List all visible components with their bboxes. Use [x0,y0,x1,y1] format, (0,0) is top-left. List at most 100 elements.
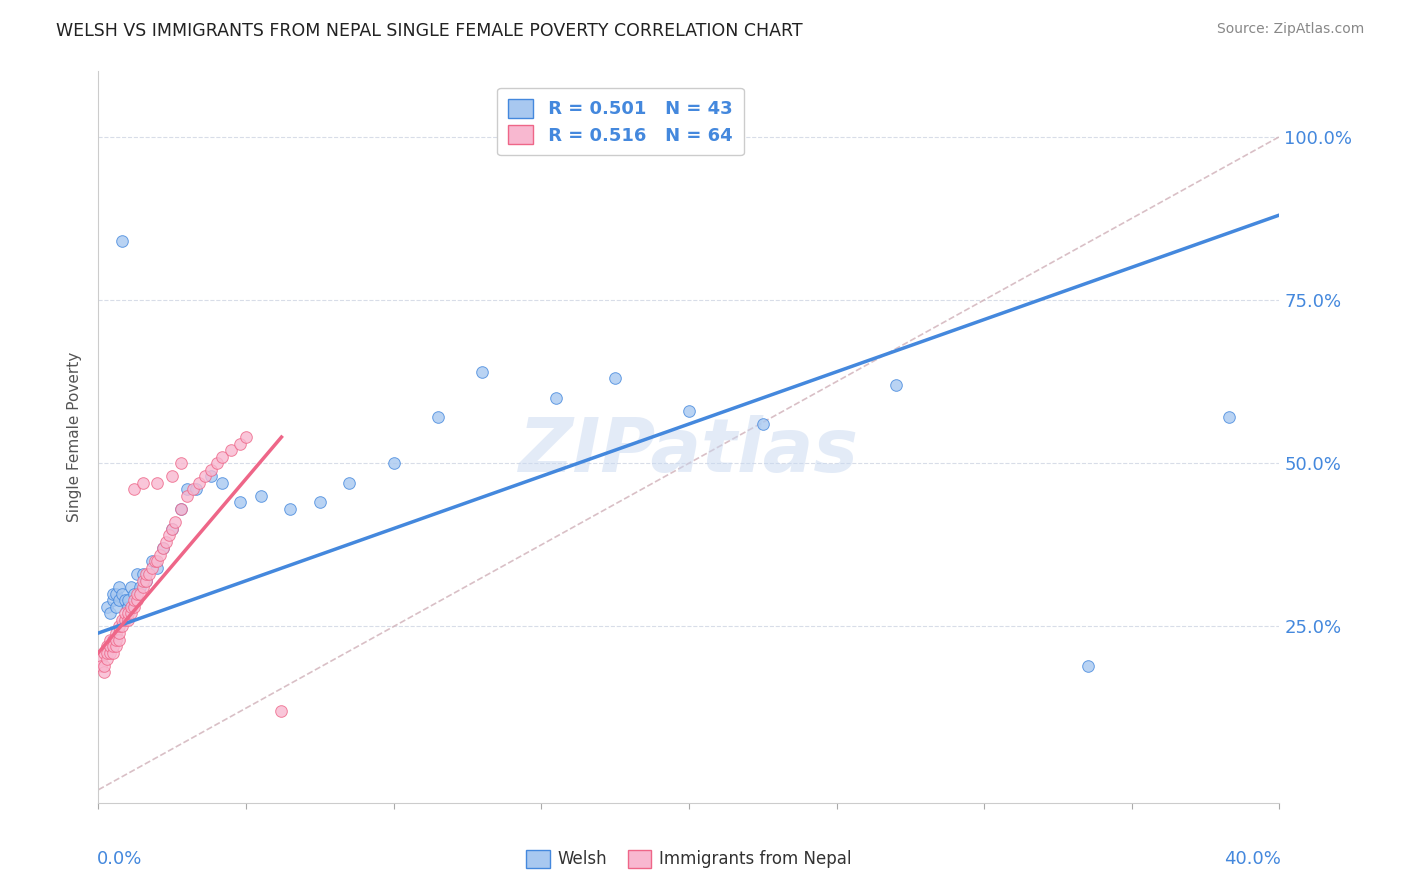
Point [114,613,136,627]
Point [152,541,174,555]
Point [229,495,252,509]
Point [108,593,131,607]
Point [162,469,183,483]
Point [111,613,134,627]
Point [114,593,136,607]
Text: Source: ZipAtlas.com: Source: ZipAtlas.com [1216,22,1364,37]
Point [211,450,233,464]
Point [146,560,169,574]
Point [205,456,228,470]
Point [270,705,292,719]
Point [132,475,155,490]
Point [120,580,142,594]
Point [165,515,187,529]
Point [120,599,142,614]
Point [149,548,172,562]
Point [96,599,118,614]
Point [111,587,134,601]
Point [170,502,193,516]
Point [339,475,361,490]
Point [125,567,148,582]
Point [103,646,125,660]
Point [157,528,180,542]
Point [93,658,115,673]
Point [105,639,128,653]
Point [96,652,118,666]
Point [103,593,125,607]
Point [184,483,207,497]
Point [122,587,145,601]
Point [152,541,174,555]
Point [181,483,204,497]
Point [884,377,907,392]
Point [98,607,121,621]
Y-axis label: Single Female Poverty: Single Female Poverty [67,352,83,522]
Point [105,626,128,640]
Point [122,593,145,607]
Point [162,521,183,535]
Point [141,554,163,568]
Point [229,436,252,450]
Point [117,593,139,607]
Point [117,599,139,614]
Text: 0.0%: 0.0% [97,850,142,868]
Point [200,469,222,483]
Point [128,587,150,601]
Point [105,587,128,601]
Point [235,430,257,444]
Point [103,639,125,653]
Point [98,632,121,647]
Text: 40.0%: 40.0% [1223,850,1281,868]
Point [122,599,145,614]
Point [176,483,198,497]
Point [194,469,217,483]
Point [111,619,134,633]
Point [471,365,494,379]
Point [90,652,112,666]
Point [546,391,568,405]
Text: WELSH VS IMMIGRANTS FROM NEPAL SINGLE FEMALE POVERTY CORRELATION CHART: WELSH VS IMMIGRANTS FROM NEPAL SINGLE FE… [56,22,803,40]
Point [111,234,134,248]
Point [221,443,243,458]
Legend: Welsh, Immigrants from Nepal: Welsh, Immigrants from Nepal [520,843,858,875]
Point [108,619,131,633]
Point [155,534,177,549]
Point [117,607,139,621]
Point [108,626,131,640]
Point [427,410,450,425]
Point [108,580,131,594]
Point [162,521,183,535]
Point [135,574,157,588]
Point [138,567,160,582]
Point [141,560,163,574]
Point [105,632,128,647]
Point [90,658,112,673]
Point [132,580,155,594]
Point [143,554,166,568]
Point [132,574,155,588]
Point [117,613,139,627]
Point [96,646,118,660]
Point [309,495,332,509]
Point [128,580,150,594]
Point [103,632,125,647]
Point [752,417,775,431]
Point [135,574,157,588]
Point [132,567,155,582]
Point [146,554,169,568]
Point [120,607,142,621]
Point [250,489,273,503]
Point [187,475,209,490]
Point [280,502,302,516]
Point [125,587,148,601]
Point [211,475,233,490]
Point [146,475,169,490]
Point [96,639,118,653]
Point [678,404,700,418]
Point [125,593,148,607]
Point [1218,410,1240,425]
Point [176,489,198,503]
Point [170,502,193,516]
Point [135,567,157,582]
Point [1077,658,1099,673]
